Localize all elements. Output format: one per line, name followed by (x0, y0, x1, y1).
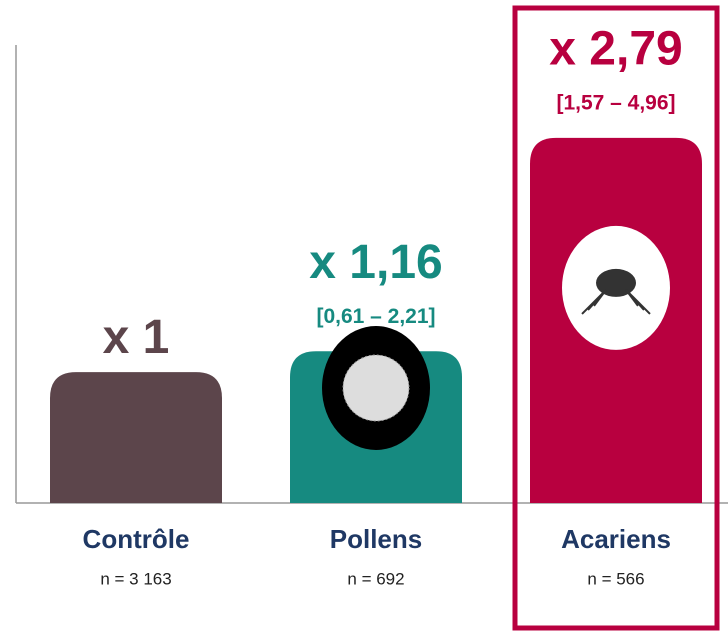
icon-image (581, 289, 607, 315)
value-label: x 1 (103, 311, 170, 364)
interval-label: [0,61 – 2,21] (316, 305, 435, 328)
x-tick-sublabel: n = 692 (347, 569, 404, 588)
value-label: x 1,16 (309, 236, 442, 289)
x-tick-label: Contrôle (83, 524, 190, 554)
interval-label: [1,57 – 4,96] (556, 91, 675, 114)
value-label: x 2,79 (549, 23, 682, 76)
x-tick-sublabel: n = 3 163 (100, 569, 171, 588)
icon-image (342, 354, 410, 422)
x-tick-sublabel: n = 566 (587, 569, 644, 588)
x-tick-label: Pollens (330, 524, 422, 554)
highlight-frame (512, 5, 720, 631)
icon-image (625, 289, 651, 315)
x-tick-label: Acariens (561, 524, 671, 554)
bar (50, 372, 222, 503)
